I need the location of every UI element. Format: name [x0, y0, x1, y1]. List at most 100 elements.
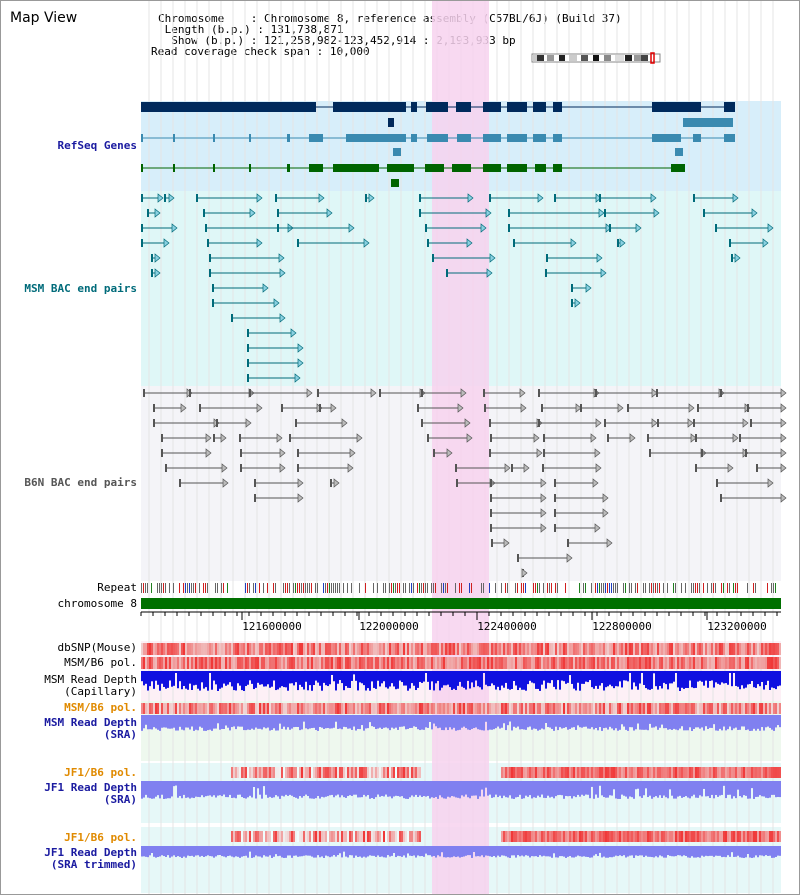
label-refseq-genes[interactable]: RefSeq Genes: [57, 139, 137, 152]
repeat-mark: [227, 583, 228, 593]
depth-bar: [481, 846, 483, 856]
repeat-mark: [601, 583, 602, 593]
depth-bar: [699, 671, 701, 681]
pol-heat-cell: [653, 831, 655, 842]
depth-bar: [487, 846, 489, 856]
msm-bac-pair-end: [275, 194, 277, 202]
pol-heat-cell: [581, 657, 583, 669]
pol-heat-cell: [755, 767, 757, 778]
repeat-mark: [729, 583, 730, 593]
depth-bar: [605, 846, 607, 858]
label-dbsnp: dbSNP(Mouse): [57, 641, 137, 654]
depth-bar: [747, 671, 749, 685]
depth-bar: [753, 671, 755, 688]
pol-heat-cell: [705, 643, 707, 655]
depth-bar: [773, 715, 775, 731]
gene-exon: [309, 164, 323, 172]
ideogram-band: [625, 55, 632, 61]
depth-bar: [235, 846, 237, 857]
pol-heat-cell: [289, 767, 291, 778]
pol-heat-cell: [409, 657, 411, 669]
pol-heat-cell: [239, 657, 241, 669]
msm-bac-pair-arrow: [653, 208, 660, 218]
pol-heat-cell: [487, 657, 489, 669]
pol-heat-cell: [313, 643, 315, 655]
pol-heat-cell: [687, 703, 689, 714]
depth-bar: [501, 846, 503, 856]
depth-bar: [169, 781, 171, 799]
b6n-bac-pair-arrow: [690, 433, 697, 443]
pol-heat-cell: [597, 643, 599, 655]
depth-bar: [377, 781, 379, 795]
pol-heat-cell: [159, 703, 161, 714]
pol-heat-cell: [735, 831, 737, 842]
depth-bar: [257, 715, 259, 729]
pol-heat-cell: [571, 767, 573, 778]
gene-exon: [287, 164, 290, 172]
pol-heat-cell: [671, 643, 673, 655]
depth-bar: [431, 671, 433, 682]
pol-heat-cell: [319, 643, 321, 655]
pol-heat-cell: [733, 703, 735, 714]
depth-bar: [531, 846, 533, 857]
pol-heat-cell: [251, 703, 253, 714]
depth-bar: [649, 846, 651, 857]
pol-heat-cell: [593, 703, 595, 714]
repeat-mark: [343, 583, 344, 593]
pol-heat-cell: [425, 643, 427, 655]
depth-bar: [329, 671, 331, 685]
depth-bar: [455, 846, 457, 858]
pol-heat-cell: [441, 643, 443, 655]
pol-heat-cell: [301, 643, 303, 655]
pol-heat-cell: [339, 703, 341, 714]
depth-bar: [577, 781, 579, 795]
pol-heat-cell: [255, 767, 257, 778]
pol-heat-cell: [691, 767, 693, 778]
depth-bar: [683, 715, 685, 731]
pol-heat-cell: [525, 703, 527, 714]
msm-bac-pair-end: [599, 194, 601, 202]
repeat-mark: [447, 583, 448, 593]
depth-bar: [627, 781, 629, 799]
depth-bar: [551, 781, 553, 797]
pol-heat-cell: [419, 767, 421, 778]
depth-bar: [315, 671, 317, 681]
pol-heat-cell: [679, 643, 681, 655]
label-msm-depth-capillary: MSM Read Depth (Capillary): [1, 674, 137, 698]
depth-bar: [681, 715, 683, 727]
depth-bar: [691, 715, 693, 731]
pol-heat-cell: [321, 703, 323, 714]
depth-bar: [465, 671, 467, 690]
pol-heat-cell: [301, 703, 303, 714]
pol-heat-cell: [703, 703, 705, 714]
depth-bar: [569, 715, 571, 729]
pol-heat-cell: [243, 767, 245, 778]
repeat-mark: [651, 583, 652, 593]
depth-bar: [727, 846, 729, 856]
repeat-mark: [329, 583, 330, 593]
label-b6n-bac-end-pairs[interactable]: B6N BAC end pairs: [24, 476, 137, 489]
depth-bar: [589, 781, 591, 799]
pol-heat-cell: [501, 767, 503, 778]
repeat-mark: [315, 583, 316, 593]
repeat-mark: [397, 583, 398, 593]
pol-heat-cell: [377, 703, 379, 714]
depth-bar: [339, 846, 341, 854]
pol-heat-cell: [549, 831, 551, 842]
pol-heat-cell: [731, 657, 733, 669]
pol-heat-cell: [313, 767, 315, 778]
depth-bar: [657, 715, 659, 730]
depth-bar: [247, 781, 249, 798]
depth-bar: [443, 781, 445, 799]
msm-bac-pair-arrow: [163, 238, 170, 248]
depth-bar: [151, 846, 153, 854]
pol-heat-cell: [543, 657, 545, 669]
gene-exon: [391, 179, 399, 187]
pol-heat-cell: [641, 643, 643, 655]
label-msm-bac-end-pairs[interactable]: MSM BAC end pairs: [24, 282, 137, 295]
pol-heat-cell: [761, 703, 763, 714]
depth-bar: [477, 846, 479, 857]
pol-heat-cell: [219, 643, 221, 655]
depth-bar: [499, 846, 501, 857]
depth-bar: [605, 715, 607, 728]
